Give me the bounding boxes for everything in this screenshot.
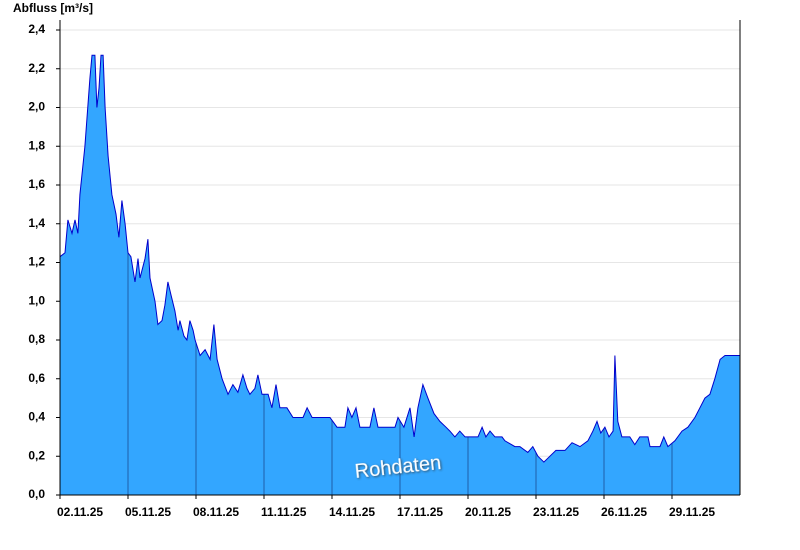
y-tick-label: 2,2 [28,61,45,75]
x-tick-label: 23.11.25 [533,505,579,519]
chart-title: Abfluss [m³/s] [13,1,93,15]
y-tick-label: 1,4 [28,216,45,230]
y-tick-label: 2,0 [28,100,45,114]
line [59,54,740,463]
x-tick-label: 20.11.25 [465,505,511,519]
x-tick-label: 14.11.25 [329,505,375,519]
x-tick-label: 05.11.25 [125,505,171,519]
y-tick-label: 1,2 [28,255,45,269]
y-tick-label: 1,8 [28,138,45,152]
y-tick-label: 0,8 [28,332,45,346]
x-tick-label: 11.11.25 [261,505,307,519]
y-tick-label: 1,6 [28,177,45,191]
x-tick-label: 02.11.25 [57,505,103,519]
y-tick-label: 0,4 [28,410,45,424]
x-tick-label: 08.11.25 [193,505,239,519]
y-tick-label: 0,2 [28,448,45,462]
y-tick-label: 0,6 [28,371,45,385]
x-tick-label: 26.11.25 [601,505,647,519]
x-tick-label: 17.11.25 [397,505,443,519]
y-tick-label: 0,0 [28,487,45,501]
y-tick-label: 2,4 [28,22,45,36]
y-tick-label: 1,0 [28,293,45,307]
x-tick-label: 29.11.25 [669,505,715,519]
